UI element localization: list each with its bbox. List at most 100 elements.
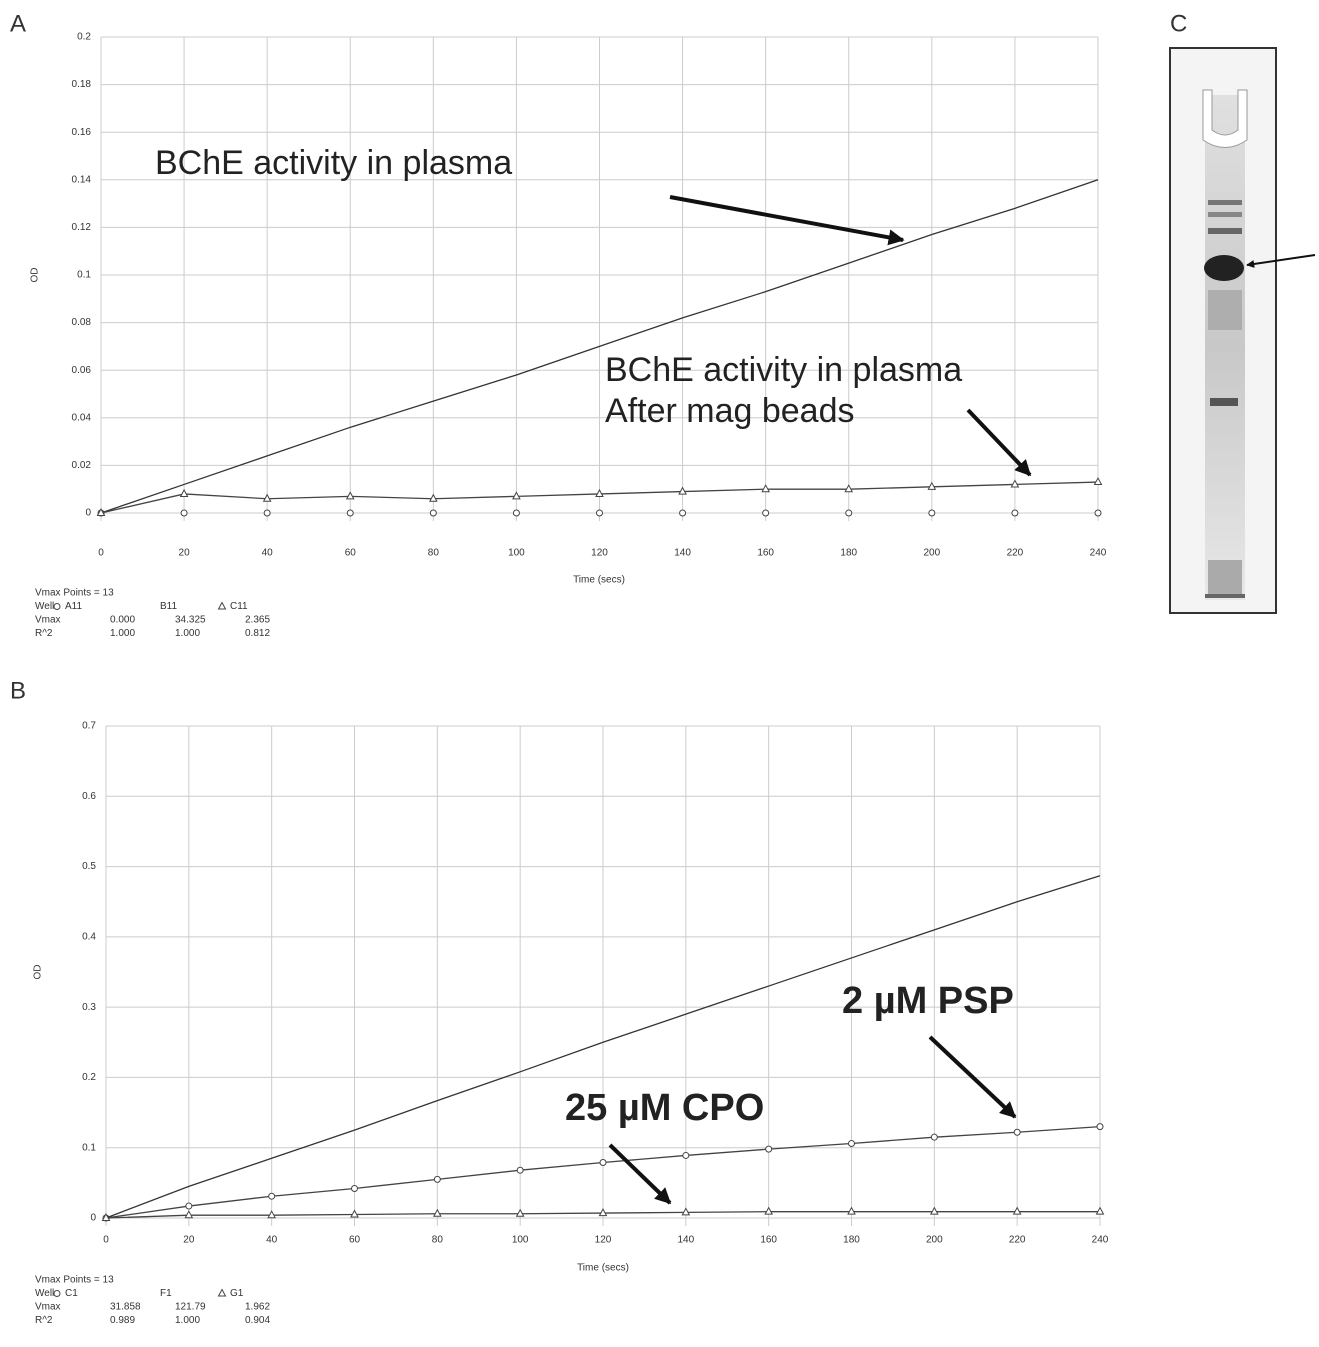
annotation: BChE activity in plasma [605,351,962,389]
legend-marker [219,1290,226,1297]
y-tick-label: 0.2 [82,1072,96,1083]
x-tick-label: 20 [179,548,191,559]
x-tick-label: 80 [428,548,440,559]
stats-cell: Vmax [35,615,61,626]
data-point [185,1211,192,1218]
stats-cell: 121.79 [175,1302,206,1313]
y-tick-label: 0.04 [72,412,92,423]
data-point [430,495,437,502]
data-point [186,1203,192,1209]
stats-cell: 1.000 [175,1315,200,1326]
stats-cell: 1.000 [175,628,200,639]
legend-entry: C11 [230,601,248,612]
data-point [1095,510,1101,516]
x-axis-label: Time (secs) [573,575,625,586]
stats-cell: R^2 [35,628,53,639]
x-tick-label: 160 [760,1235,777,1246]
data-point [517,1167,523,1173]
annotation: 2 µM PSP [842,980,1014,1022]
data-point [765,1208,772,1215]
stats-cell: Vmax [35,1302,61,1313]
data-point [1097,1124,1103,1130]
data-point [513,510,519,516]
y-tick-label: 0.02 [72,460,92,471]
data-point [680,510,686,516]
data-point [600,1159,606,1165]
data-point [347,510,353,516]
x-tick-label: 120 [591,548,608,559]
data-point [268,1211,275,1218]
y-tick-label: 0.08 [72,317,92,328]
stats-cell: 0.989 [110,1315,135,1326]
data-point [762,485,769,492]
data-point [683,1152,689,1158]
x-tick-label: 60 [349,1235,361,1246]
x-axis-label: Time (secs) [577,1263,629,1274]
data-point [430,510,436,516]
gel-image [1170,48,1315,613]
annotation: 25 µM CPO [565,1087,764,1129]
y-tick-label: 0.4 [82,931,96,942]
legend-entry: C1 [65,1288,78,1299]
y-tick-label: 0.06 [72,365,92,376]
stats-cell: 0.812 [245,628,270,639]
y-tick-label: 0 [90,1213,96,1224]
data-point [848,1208,855,1215]
y-tick-label: 0.5 [82,861,96,872]
data-point [928,483,935,490]
data-point [434,1210,441,1217]
data-point [269,1193,275,1199]
legend-marker [54,1291,60,1297]
y-tick-label: 0.7 [82,721,96,732]
data-point [513,492,520,499]
x-tick-label: 100 [508,548,525,559]
data-point [929,510,935,516]
data-point [849,1140,855,1146]
stats-cell: 1.000 [110,628,135,639]
y-tick-label: 0.1 [77,270,91,281]
y-tick-label: 0.1 [82,1142,96,1153]
y-tick-label: 0.12 [72,222,92,233]
y-tick-label: 0 [85,508,91,519]
data-point [181,490,188,497]
stats-cell: 1.962 [245,1302,270,1313]
y-axis-label: OD [30,268,41,283]
x-tick-label: 220 [1007,548,1024,559]
legend-entry: B11 [160,601,177,612]
stats-cell: 0.000 [110,615,135,626]
legend-marker [54,604,60,610]
data-point [679,488,686,495]
x-tick-label: 200 [926,1235,943,1246]
data-point [1014,1208,1021,1215]
data-point [766,1146,772,1152]
data-point [846,510,852,516]
x-tick-label: 100 [512,1235,529,1246]
data-point [596,490,603,497]
data-point [597,510,603,516]
x-tick-label: 240 [1092,1235,1109,1246]
stats-cell: 31.858 [110,1302,141,1313]
x-tick-label: 160 [757,548,774,559]
y-tick-label: 0.18 [72,79,92,90]
x-tick-label: 40 [262,548,274,559]
data-point [1097,1208,1104,1215]
y-tick-label: 0.14 [72,174,92,185]
data-point [517,1210,524,1217]
data-point [347,492,354,499]
x-tick-label: 180 [843,1235,860,1246]
y-tick-label: 0.16 [72,127,92,138]
x-tick-label: 40 [266,1235,278,1246]
annotation: BChE activity in plasma [155,144,512,182]
annotation-arrow [610,1145,670,1203]
data-point [931,1208,938,1215]
data-point [845,485,852,492]
stats-cell: 0.904 [245,1315,270,1326]
stats-title: Vmax Points = 13 [35,588,114,599]
data-point [931,1134,937,1140]
annotation: After mag beads [605,392,854,430]
stats-header: Well [35,601,54,612]
panel-label: C [1170,10,1187,37]
x-tick-label: 220 [1009,1235,1026,1246]
x-tick-label: 20 [183,1235,195,1246]
x-tick-label: 0 [103,1235,109,1246]
